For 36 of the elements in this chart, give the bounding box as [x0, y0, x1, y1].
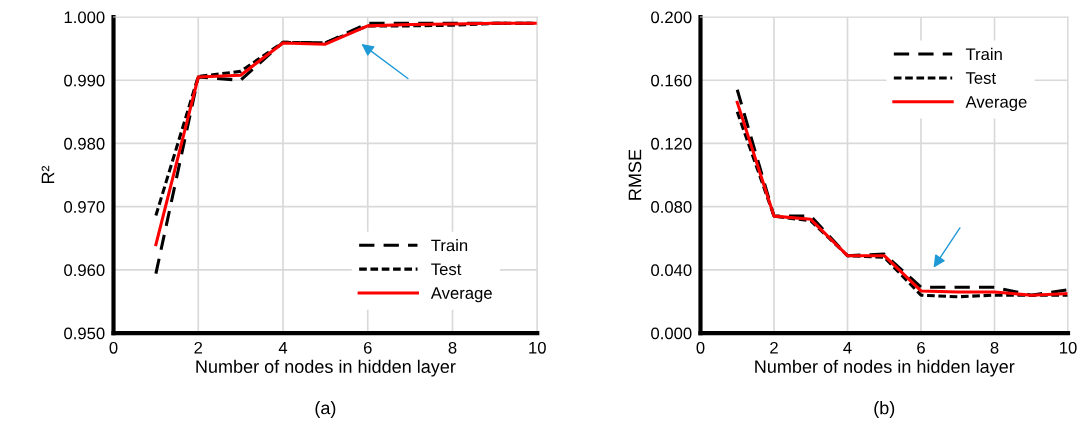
y-tick-label: 0.950 [64, 327, 105, 340]
legend-label: Test [965, 72, 996, 84]
y-tick-label: 0.040 [651, 264, 692, 277]
y-tick-label: 0.960 [64, 264, 105, 277]
y-tick-label: 0.160 [651, 74, 692, 87]
x-tick-label: 2 [770, 341, 778, 354]
y-tick-label: 1.000 [64, 11, 105, 24]
x-tick-label: 0 [696, 341, 705, 354]
y-tick-label: 0.080 [651, 201, 692, 213]
y-axis-title: R² [41, 165, 55, 184]
y-tick-label: 0.000 [651, 327, 692, 340]
y-axis-title: RMSE [628, 149, 642, 200]
x-tick-label: 6 [363, 341, 372, 354]
legend-label: Train [965, 47, 1002, 61]
x-tick-label: 6 [917, 341, 925, 354]
x-tick-label: 10 [1060, 341, 1077, 354]
x-tick-label: 10 [529, 341, 546, 354]
x-tick-label: 8 [990, 341, 999, 354]
legend-label: Average [965, 96, 1027, 112]
y-tick-label: 0.970 [64, 201, 105, 213]
x-axis-title: Number of nodes in hidden layer [755, 359, 1015, 377]
x-tick-label: 0 [109, 341, 118, 354]
x-tick-label: 4 [843, 342, 852, 354]
legend-label: Test [431, 263, 462, 276]
y-tick-label: 0.120 [651, 137, 692, 150]
y-tick-label: 0.200 [651, 11, 692, 24]
x-axis-title: Number of nodes in hidden layer [196, 359, 456, 377]
x-tick-label: 2 [194, 341, 203, 354]
x-tick-label: 8 [448, 341, 457, 354]
y-tick-label: 0.990 [64, 74, 105, 87]
text: (b) [874, 401, 895, 418]
legend-label: Average [430, 287, 492, 303]
x-tick-label: 4 [278, 342, 288, 354]
y-tick-label: 0.980 [64, 137, 105, 150]
legend-label: Train [431, 239, 468, 252]
text: (a) [315, 401, 336, 418]
